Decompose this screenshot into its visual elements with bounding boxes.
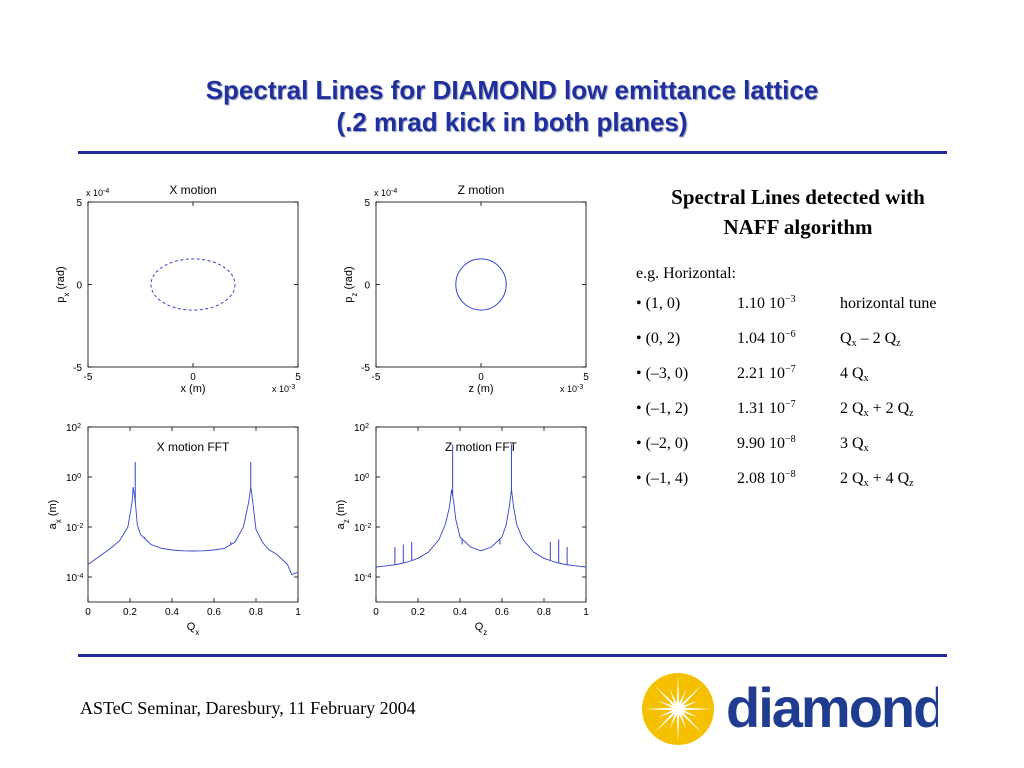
spectral-line-row: • (–1, 2) 1.31 10−7 2 Qx + 2 Qz (636, 391, 976, 426)
x-tick-label: 0 (190, 372, 196, 383)
x-tick-label: 0 (478, 372, 484, 383)
x-tick-label: 0.8 (537, 607, 551, 618)
naff-subtitle: e.g. Horizontal: (636, 265, 736, 282)
x-axis-label: x (m) (180, 383, 205, 395)
resonance-pair: • (–3, 0) (636, 365, 689, 382)
x-tick-label: 1 (295, 607, 301, 618)
y-axis-label: az (m) (335, 500, 351, 530)
resonance-pair: • (1, 0) (636, 295, 681, 312)
naff-heading: Spectral Lines detected with NAFF algori… (630, 182, 966, 242)
y-multiplier: x 10-4 (86, 188, 109, 199)
line-description: 3 Qx (840, 435, 869, 454)
y-tick-label: 10-4 (66, 573, 83, 585)
x-tick-label: 0.6 (495, 607, 509, 618)
logo-wordmark: diamond (726, 676, 938, 739)
x-tick-label: 0 (85, 607, 91, 618)
line-amplitude: 1.10 10−3 (737, 294, 796, 313)
y-tick-label: 102 (354, 423, 369, 435)
x-tick-label: 0.2 (411, 607, 425, 618)
resonance-pair: • (–1, 4) (636, 470, 689, 487)
spectral-line-row: • (0, 2) 1.04 10−6 Qx – 2 Qz (636, 321, 976, 356)
y-tick-label: -5 (73, 363, 82, 374)
line-amplitude: 1.04 10−6 (737, 329, 796, 348)
x-tick-label: 0.2 (123, 607, 137, 618)
y-multiplier: x 10-4 (374, 188, 397, 199)
y-tick-label: 10-2 (66, 523, 83, 535)
naff-heading-line-1: Spectral Lines detected with (671, 185, 925, 209)
y-axis-label: ax (m) (47, 500, 63, 530)
y-tick-label: -5 (361, 363, 370, 374)
x-axis-label: Qz (475, 621, 488, 637)
resonance-pair: • (–1, 2) (636, 400, 689, 417)
fft-spectrum-line (87, 486, 299, 576)
plot-title: X motion FFT (157, 440, 230, 454)
x-tick-label: 5 (295, 372, 301, 383)
logo-white-burst (644, 675, 712, 743)
bottom-rule (78, 654, 947, 657)
spectral-line-row: • (–1, 4) 2.08 10−8 2 Qx + 4 Qz (636, 461, 976, 496)
line-description: 2 Qx + 2 Qz (840, 400, 914, 419)
x-tick-label: 0.8 (249, 607, 263, 618)
plot-frame (87, 426, 299, 603)
footer-text: ASTeC Seminar, Daresbury, 11 February 20… (80, 698, 416, 718)
line-description: Qx – 2 Qz (840, 330, 901, 349)
y-tick-label: 10-4 (354, 573, 371, 585)
x-axis-label: Qx (187, 621, 200, 637)
x-tick-label: 0.4 (165, 607, 179, 618)
x-multiplier: x 10-3 (272, 384, 295, 395)
plot-frame (375, 201, 587, 368)
y-tick-label: 0 (76, 281, 82, 292)
x-tick-label: 5 (583, 372, 589, 383)
x-axis-label: z (m) (468, 383, 493, 395)
y-tick-label: 5 (364, 198, 370, 209)
x-tick-label: 0 (373, 607, 379, 618)
plot-frame (375, 426, 587, 603)
z-motion-fft-plot: Z motion FFT 0 0.2 0.4 0.6 0.8 1 102 100 10-2 10-4… (335, 423, 589, 637)
y-axis-label: px (rad) (55, 266, 71, 302)
x-multiplier: x 10-3 (560, 384, 583, 395)
y-tick-label: 102 (66, 423, 81, 435)
z-motion-plot: Z motion -5 0 5 -5 0 5 x 10-4 x 10-3 z (m) pz (rad… (343, 183, 589, 395)
y-tick-label: 100 (66, 473, 81, 485)
title-line-1: Spectral Lines for DIAMOND low emittance… (205, 75, 819, 105)
top-rule (78, 151, 947, 154)
line-description: 2 Qx + 4 Qz (840, 470, 914, 489)
phase-space-ellipse (150, 258, 236, 311)
x-tick-label: 0.4 (453, 607, 467, 618)
plot-title: Z motion FFT (445, 440, 518, 454)
spectral-line-row: • (–2, 0) 9.90 10−8 3 Qx (636, 426, 976, 461)
x-tick-label: 0.6 (207, 607, 221, 618)
naff-heading-line-2: NAFF algorithm (723, 215, 873, 239)
fft-spectrum-line (375, 489, 587, 568)
title-line-2: (.2 mrad kick in both planes) (336, 107, 688, 137)
plot-frame (87, 201, 299, 368)
spectral-line-row: • (1, 0) 1.10 10−3 horizontal tune (636, 286, 976, 321)
spectral-lines-list: e.g. Horizontal: • (1, 0) 1.10 10−3 horizo… (636, 262, 976, 496)
line-amplitude: 2.08 10−8 (737, 469, 796, 488)
line-amplitude: 1.31 10−7 (737, 399, 796, 418)
y-tick-label: 100 (354, 473, 369, 485)
x-motion-plot: X motion -5 0 5 -5 0 5 x 10-4 x 10-3 x (m) px (rad… (55, 183, 301, 395)
y-tick-label: 0 (364, 281, 370, 292)
y-tick-label: 10-2 (354, 523, 371, 535)
plot-title: X motion (169, 183, 216, 197)
resonance-pair: • (–2, 0) (636, 435, 689, 452)
resonance-pair: • (0, 2) (636, 330, 681, 347)
slide-title: Spectral Lines for DIAMOND low emittance… (0, 74, 1024, 138)
y-tick-label: 5 (76, 198, 82, 209)
x-motion-fft-plot: X motion FFT 0 0.2 0.4 0.6 0.8 1 102 100 10-2 10-4… (47, 423, 301, 637)
line-amplitude: 9.90 10−8 (737, 434, 796, 453)
x-tick-label: 1 (583, 607, 589, 618)
phase-space-ellipse (455, 258, 507, 311)
line-amplitude: 2.21 10−7 (737, 364, 796, 383)
line-description: horizontal tune (840, 295, 937, 312)
spectral-line-row: • (–3, 0) 2.21 10−7 4 Qx (636, 356, 976, 391)
y-axis-label: pz (rad) (343, 266, 359, 302)
star-burst-icon (642, 673, 714, 745)
x-tick-label: -5 (84, 372, 93, 383)
x-tick-label: -5 (372, 372, 381, 383)
plot-title: Z motion (458, 183, 505, 197)
line-description: 4 Qx (840, 365, 869, 384)
diamond-logo: diamond (642, 673, 938, 745)
